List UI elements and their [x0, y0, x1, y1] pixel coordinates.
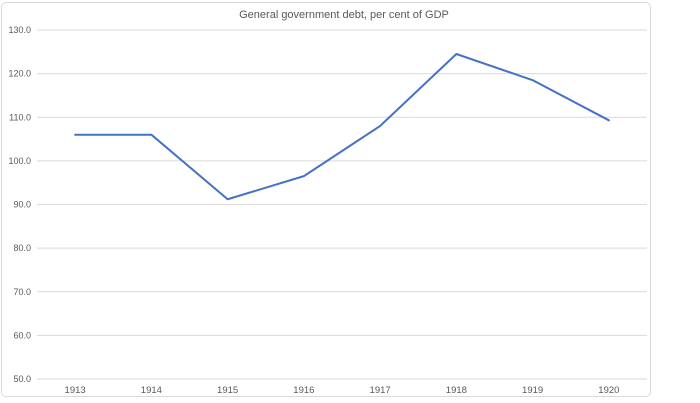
- y-axis-tick-label: 120.0: [8, 69, 31, 79]
- x-axis-tick-label: 1917: [370, 385, 391, 396]
- x-axis-tick-label: 1915: [217, 385, 238, 396]
- x-axis-tick-label: 1913: [65, 385, 86, 396]
- x-axis-tick-label: 1919: [522, 385, 543, 396]
- chart-frame: General government debt, per cent of GDP: [1, 2, 651, 397]
- y-axis-tick-label: 130.0: [8, 25, 31, 35]
- x-axis-tick-label: 1920: [598, 385, 619, 396]
- data-series-line: [74, 52, 610, 201]
- y-axis-tick-label: 50.0: [13, 374, 31, 384]
- y-axis-tick-label: 90.0: [13, 200, 31, 210]
- chart-title: General government debt, per cent of GDP: [239, 9, 449, 21]
- y-axis-tick-label: 60.0: [13, 330, 31, 340]
- x-axis-tick-label: 1914: [141, 385, 162, 396]
- y-axis-tick-label: 70.0: [13, 287, 31, 297]
- y-axis-tick-label: 100.0: [8, 156, 31, 166]
- y-axis-tick-label: 110.0: [9, 112, 31, 122]
- x-axis-tick-label: 1916: [293, 385, 314, 396]
- x-axis-tick-label: 1918: [446, 385, 467, 396]
- y-axis-tick-label: 80.0: [13, 243, 31, 253]
